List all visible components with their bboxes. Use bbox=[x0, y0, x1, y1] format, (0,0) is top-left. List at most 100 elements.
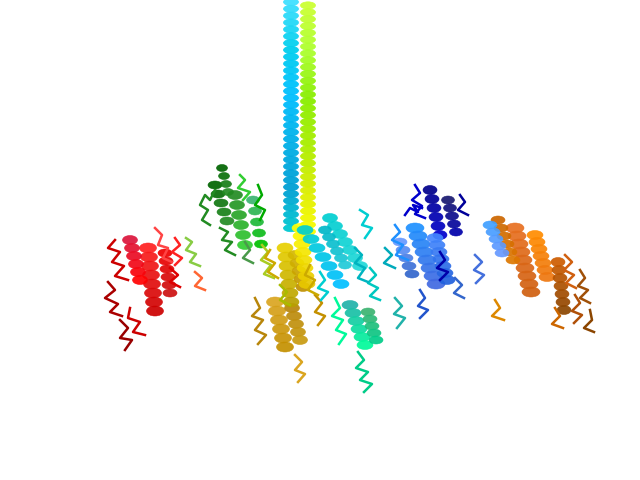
Ellipse shape bbox=[301, 119, 316, 126]
Ellipse shape bbox=[437, 268, 453, 277]
Ellipse shape bbox=[284, 183, 298, 191]
Ellipse shape bbox=[284, 53, 298, 60]
Ellipse shape bbox=[533, 252, 549, 261]
Ellipse shape bbox=[284, 87, 298, 95]
Ellipse shape bbox=[216, 165, 227, 171]
Ellipse shape bbox=[158, 249, 172, 257]
Ellipse shape bbox=[339, 261, 351, 269]
Ellipse shape bbox=[284, 47, 298, 54]
Ellipse shape bbox=[508, 231, 526, 241]
Ellipse shape bbox=[288, 251, 302, 260]
Ellipse shape bbox=[323, 233, 335, 241]
Ellipse shape bbox=[399, 254, 413, 262]
Ellipse shape bbox=[439, 276, 455, 285]
Ellipse shape bbox=[220, 217, 234, 225]
Ellipse shape bbox=[363, 315, 377, 323]
Ellipse shape bbox=[444, 204, 456, 212]
Ellipse shape bbox=[486, 228, 500, 236]
Ellipse shape bbox=[161, 273, 175, 281]
Ellipse shape bbox=[145, 297, 163, 307]
Ellipse shape bbox=[412, 239, 430, 249]
Ellipse shape bbox=[301, 43, 316, 50]
Ellipse shape bbox=[423, 185, 437, 194]
Ellipse shape bbox=[284, 177, 298, 184]
Ellipse shape bbox=[427, 233, 443, 242]
Ellipse shape bbox=[284, 149, 298, 156]
Ellipse shape bbox=[253, 229, 266, 237]
Ellipse shape bbox=[132, 276, 147, 285]
Ellipse shape bbox=[141, 261, 159, 271]
Ellipse shape bbox=[284, 211, 298, 218]
Ellipse shape bbox=[535, 259, 551, 267]
Ellipse shape bbox=[301, 173, 316, 180]
Ellipse shape bbox=[552, 265, 566, 275]
Ellipse shape bbox=[345, 309, 361, 317]
Ellipse shape bbox=[237, 240, 253, 250]
Ellipse shape bbox=[301, 221, 316, 228]
Ellipse shape bbox=[284, 101, 298, 108]
Ellipse shape bbox=[131, 267, 145, 276]
Ellipse shape bbox=[218, 172, 230, 180]
Ellipse shape bbox=[309, 243, 325, 252]
Ellipse shape bbox=[297, 226, 313, 235]
Ellipse shape bbox=[327, 271, 343, 279]
Ellipse shape bbox=[284, 19, 298, 26]
Ellipse shape bbox=[301, 187, 316, 194]
Ellipse shape bbox=[125, 243, 140, 252]
Ellipse shape bbox=[296, 283, 310, 291]
Ellipse shape bbox=[214, 199, 228, 207]
Ellipse shape bbox=[497, 232, 511, 240]
Ellipse shape bbox=[328, 221, 342, 230]
Ellipse shape bbox=[284, 95, 298, 102]
Ellipse shape bbox=[514, 255, 532, 265]
Ellipse shape bbox=[369, 336, 383, 344]
Ellipse shape bbox=[277, 243, 293, 253]
Ellipse shape bbox=[489, 235, 503, 243]
Ellipse shape bbox=[269, 306, 285, 316]
Ellipse shape bbox=[284, 170, 298, 177]
Ellipse shape bbox=[303, 235, 319, 243]
Ellipse shape bbox=[321, 262, 337, 271]
Ellipse shape bbox=[301, 111, 316, 119]
Ellipse shape bbox=[433, 230, 447, 240]
Ellipse shape bbox=[127, 252, 141, 261]
Ellipse shape bbox=[301, 194, 316, 201]
Ellipse shape bbox=[284, 122, 298, 129]
Ellipse shape bbox=[301, 15, 316, 23]
Ellipse shape bbox=[284, 33, 298, 40]
Ellipse shape bbox=[284, 12, 298, 19]
Ellipse shape bbox=[301, 139, 316, 146]
Ellipse shape bbox=[510, 239, 528, 249]
Ellipse shape bbox=[284, 197, 298, 204]
Ellipse shape bbox=[353, 262, 367, 271]
Ellipse shape bbox=[211, 190, 225, 198]
Ellipse shape bbox=[292, 266, 306, 276]
Ellipse shape bbox=[284, 156, 298, 163]
Ellipse shape bbox=[276, 342, 294, 352]
Ellipse shape bbox=[236, 230, 250, 240]
Ellipse shape bbox=[333, 279, 349, 288]
Ellipse shape bbox=[141, 252, 157, 262]
Ellipse shape bbox=[143, 279, 161, 289]
Ellipse shape bbox=[531, 244, 547, 253]
Ellipse shape bbox=[143, 270, 159, 280]
Ellipse shape bbox=[351, 324, 367, 334]
Ellipse shape bbox=[315, 252, 331, 262]
Ellipse shape bbox=[301, 153, 316, 160]
Ellipse shape bbox=[301, 50, 316, 57]
Ellipse shape bbox=[555, 289, 569, 299]
Ellipse shape bbox=[553, 274, 567, 283]
Ellipse shape bbox=[275, 333, 291, 343]
Ellipse shape bbox=[393, 238, 407, 246]
Ellipse shape bbox=[301, 63, 316, 71]
Ellipse shape bbox=[557, 305, 571, 314]
Ellipse shape bbox=[512, 247, 530, 257]
Ellipse shape bbox=[445, 212, 458, 220]
Ellipse shape bbox=[500, 240, 514, 248]
Ellipse shape bbox=[529, 238, 545, 247]
Ellipse shape bbox=[402, 262, 416, 270]
Ellipse shape bbox=[551, 257, 565, 266]
Ellipse shape bbox=[291, 327, 305, 336]
Ellipse shape bbox=[278, 252, 294, 262]
Ellipse shape bbox=[230, 201, 244, 209]
